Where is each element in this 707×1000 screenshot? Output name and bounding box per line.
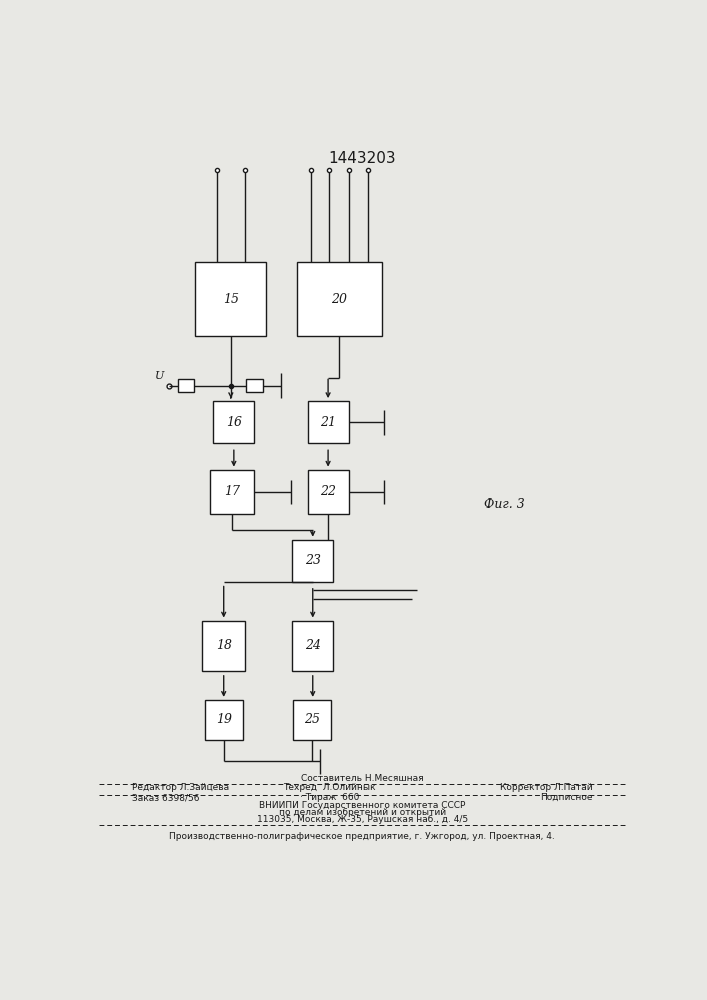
Bar [177,379,194,392]
Text: 25: 25 [304,713,320,726]
Text: 21: 21 [320,416,336,429]
Text: Редактор Л.Зайцева: Редактор Л.Зайцева [132,783,229,792]
Bar [292,620,333,671]
Bar [292,540,333,582]
Bar [293,700,331,740]
Text: 24: 24 [305,639,321,652]
Bar [308,401,349,443]
Text: Заказ 6398/56: Заказ 6398/56 [132,793,199,802]
Text: 1443203: 1443203 [329,151,396,166]
Bar [246,379,262,392]
Bar [210,470,254,514]
Text: Производственно-полиграфическое предприятие, г. Ужгород, ул. Проектная, 4.: Производственно-полиграфическое предприя… [170,832,555,841]
Text: 18: 18 [216,639,232,652]
Text: Техред  Л.Олийнык: Техред Л.Олийнык [284,783,375,792]
Bar [297,262,382,336]
Text: 23: 23 [305,554,321,567]
Text: Составитель Н.Месяшная: Составитель Н.Месяшная [301,774,423,783]
Text: 17: 17 [224,485,240,498]
Text: · Тираж  660: · Тираж 660 [300,793,359,802]
Bar [308,470,349,514]
Text: 16: 16 [226,416,242,429]
Text: ВНИИПИ Государственного комитета СССР: ВНИИПИ Государственного комитета СССР [259,801,465,810]
Text: U: U [155,371,164,381]
Text: 20: 20 [331,293,347,306]
Text: 15: 15 [223,293,239,306]
Text: Подписное: Подписное [540,793,592,802]
Text: Фиг. 3: Фиг. 3 [484,498,525,512]
Text: 113035, Москва, Ж-35, Раушская наб., д. 4/5: 113035, Москва, Ж-35, Раушская наб., д. … [257,815,468,824]
Bar [204,700,243,740]
Text: по делам изобретений и открытий: по делам изобретений и открытий [279,808,446,817]
Bar [195,262,267,336]
Text: 19: 19 [216,713,232,726]
Text: 22: 22 [320,485,336,498]
Text: Корректор Л.Патай: Корректор Л.Патай [500,783,592,792]
Bar [214,401,255,443]
Bar [202,620,245,671]
